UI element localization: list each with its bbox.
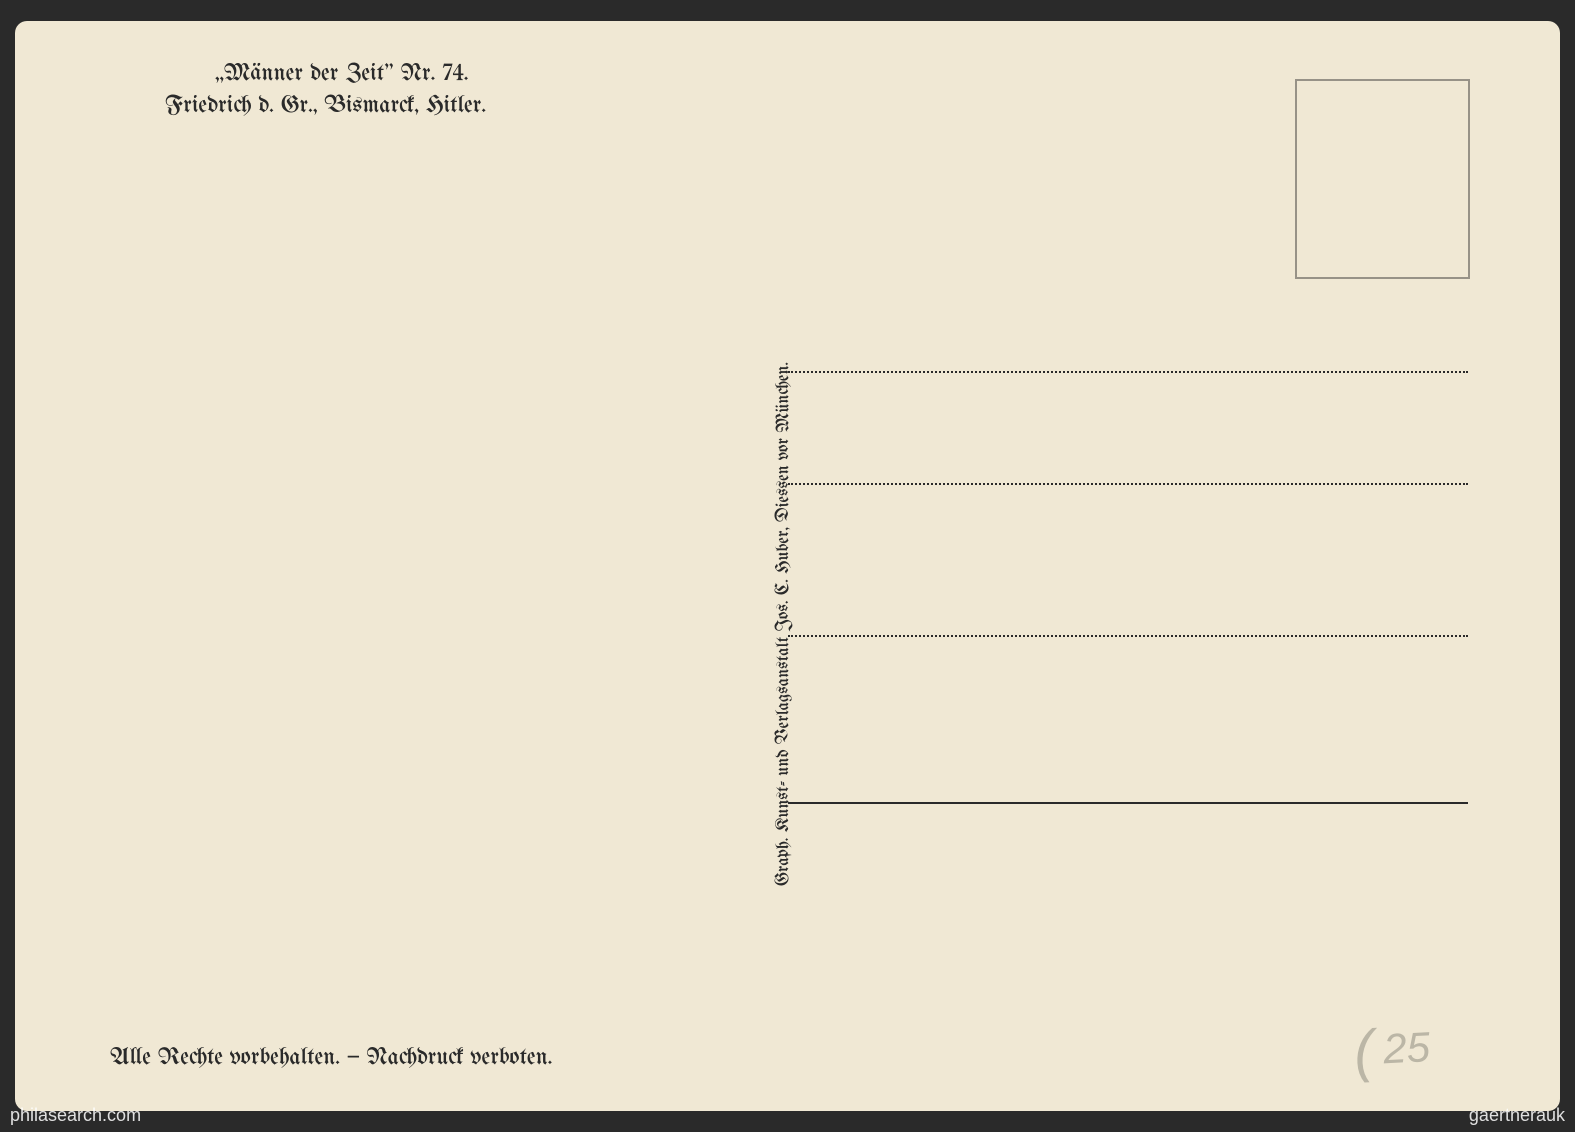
watermark-left: philasearch.com [10, 1105, 141, 1126]
subjects-line: Friedrich d. Gr., Bismarck, Hitler. [165, 91, 486, 123]
copyright-notice: Alle Rechte vorbehalten. — Nachdruck ver… [110, 1046, 553, 1071]
pencil-number: 25 [1382, 1023, 1431, 1072]
postcard-title-block: „Männer der Zeit" Nr. 74. Friedrich d. G… [165, 59, 486, 124]
pencil-annotation: (25 [1352, 1014, 1431, 1085]
address-area [788, 371, 1468, 804]
watermark-right: gaertnerauk [1469, 1105, 1565, 1126]
series-title: „Männer der Zeit" Nr. 74. [165, 59, 486, 91]
stamp-placeholder-box [1295, 79, 1470, 279]
postcard-back: „Männer der Zeit" Nr. 74. Friedrich d. G… [15, 21, 1560, 1111]
address-line-4 [788, 802, 1468, 804]
